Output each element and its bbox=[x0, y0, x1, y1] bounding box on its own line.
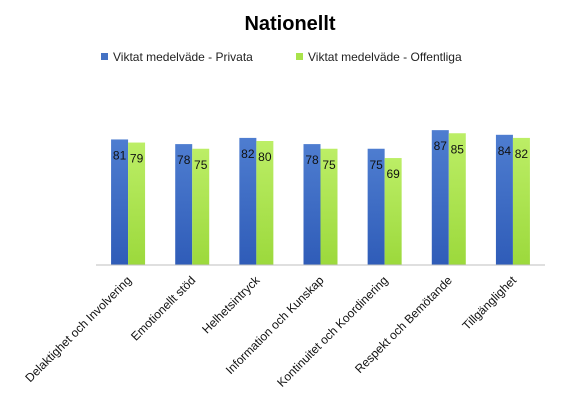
bar-offentliga-delaktighet-och-involvering bbox=[128, 142, 146, 265]
data-label-offentliga-tillgänglighet: 82 bbox=[515, 147, 529, 161]
bar-offentliga-helhetsintryck bbox=[256, 141, 274, 265]
legend-label-privata: Viktat medelväde - Privata bbox=[113, 50, 253, 64]
bar-offentliga-emotionellt-stöd bbox=[192, 148, 210, 265]
data-label-offentliga-helhetsintryck: 80 bbox=[258, 150, 272, 164]
data-label-privata-tillgänglighet: 84 bbox=[498, 144, 512, 158]
data-label-privata-helhetsintryck: 82 bbox=[241, 147, 255, 161]
data-label-privata-respekt-och-bemötande: 87 bbox=[434, 139, 448, 153]
data-label-offentliga-emotionellt-stöd: 75 bbox=[194, 158, 208, 172]
data-label-privata-emotionellt-stöd: 78 bbox=[177, 153, 191, 167]
bar-privata-information-och-kunskap bbox=[303, 144, 321, 265]
data-label-privata-kontinuitet-och-koordinering: 75 bbox=[369, 158, 383, 172]
x-tick-label-emotionellt-stöd: Emotionellt stöd bbox=[128, 273, 198, 343]
legend-swatch-offentliga bbox=[296, 53, 303, 60]
chart-title: Nationellt bbox=[244, 13, 335, 35]
data-label-privata-information-och-kunskap: 78 bbox=[305, 153, 319, 167]
legend-swatch-privata bbox=[101, 53, 108, 60]
bar-offentliga-information-och-kunskap bbox=[320, 148, 338, 265]
bar-privata-emotionellt-stöd bbox=[175, 144, 193, 265]
data-label-offentliga-kontinuitet-och-koordinering: 69 bbox=[386, 167, 400, 181]
bar-privata-helhetsintryck bbox=[239, 137, 257, 265]
data-label-offentliga-respekt-och-bemötande: 85 bbox=[451, 142, 465, 156]
data-label-privata-delaktighet-och-involvering: 81 bbox=[113, 148, 127, 162]
data-label-offentliga-information-och-kunskap: 75 bbox=[322, 158, 336, 172]
x-tick-label-helhetsintryck: Helhetsintryck bbox=[199, 273, 263, 337]
bar-offentliga-kontinuitet-och-koordinering bbox=[384, 158, 402, 265]
legend: Viktat medelväde - Privata Viktat medelv… bbox=[101, 50, 462, 64]
bar-offentliga-respekt-och-bemötande bbox=[448, 133, 466, 265]
x-tick-label-kontinuitet-och-koordinering: Kontinuitet och Koordinering bbox=[274, 273, 391, 390]
bar-privata-delaktighet-och-involvering bbox=[111, 139, 129, 265]
bar-offentliga-tillgänglighet bbox=[512, 137, 530, 265]
bar-privata-tillgänglighet bbox=[495, 134, 513, 265]
x-tick-label-delaktighet-och-involvering: Delaktighet och Involvering bbox=[22, 273, 134, 385]
x-tick-label-tillgänglighet: Tillgänglighet bbox=[459, 273, 519, 333]
legend-label-offentliga: Viktat medelväde - Offentliga bbox=[308, 50, 462, 64]
data-label-offentliga-delaktighet-och-involvering: 79 bbox=[130, 152, 144, 166]
bar-privata-respekt-och-bemötande bbox=[431, 130, 449, 265]
bar-privata-kontinuitet-och-koordinering bbox=[367, 148, 385, 265]
